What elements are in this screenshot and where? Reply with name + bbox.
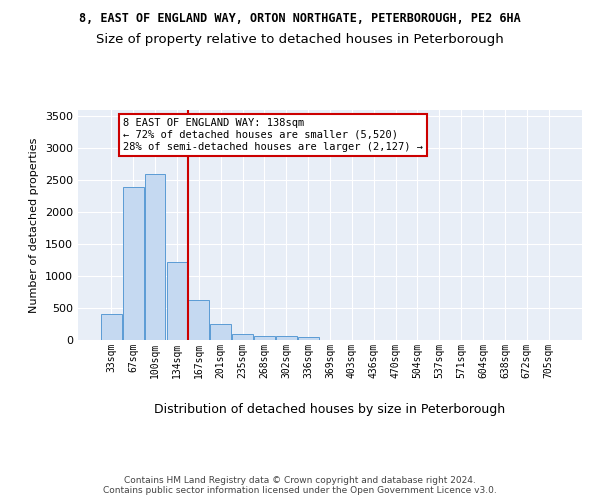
Text: 8, EAST OF ENGLAND WAY, ORTON NORTHGATE, PETERBOROUGH, PE2 6HA: 8, EAST OF ENGLAND WAY, ORTON NORTHGATE,… (79, 12, 521, 26)
Text: Distribution of detached houses by size in Peterborough: Distribution of detached houses by size … (154, 402, 506, 415)
Text: Contains HM Land Registry data © Crown copyright and database right 2024.
Contai: Contains HM Land Registry data © Crown c… (103, 476, 497, 495)
Text: Size of property relative to detached houses in Peterborough: Size of property relative to detached ho… (96, 32, 504, 46)
Text: 8 EAST OF ENGLAND WAY: 138sqm
← 72% of detached houses are smaller (5,520)
28% o: 8 EAST OF ENGLAND WAY: 138sqm ← 72% of d… (124, 118, 424, 152)
Bar (123, 186, 143, 340)
Bar (276, 336, 296, 340)
Y-axis label: Number of detached properties: Number of detached properties (29, 138, 40, 312)
Bar (298, 338, 319, 340)
Bar (254, 336, 275, 340)
Bar (145, 174, 166, 340)
Bar (188, 300, 209, 340)
Bar (210, 324, 231, 340)
Bar (101, 314, 122, 340)
Bar (232, 334, 253, 340)
Bar (167, 262, 187, 340)
